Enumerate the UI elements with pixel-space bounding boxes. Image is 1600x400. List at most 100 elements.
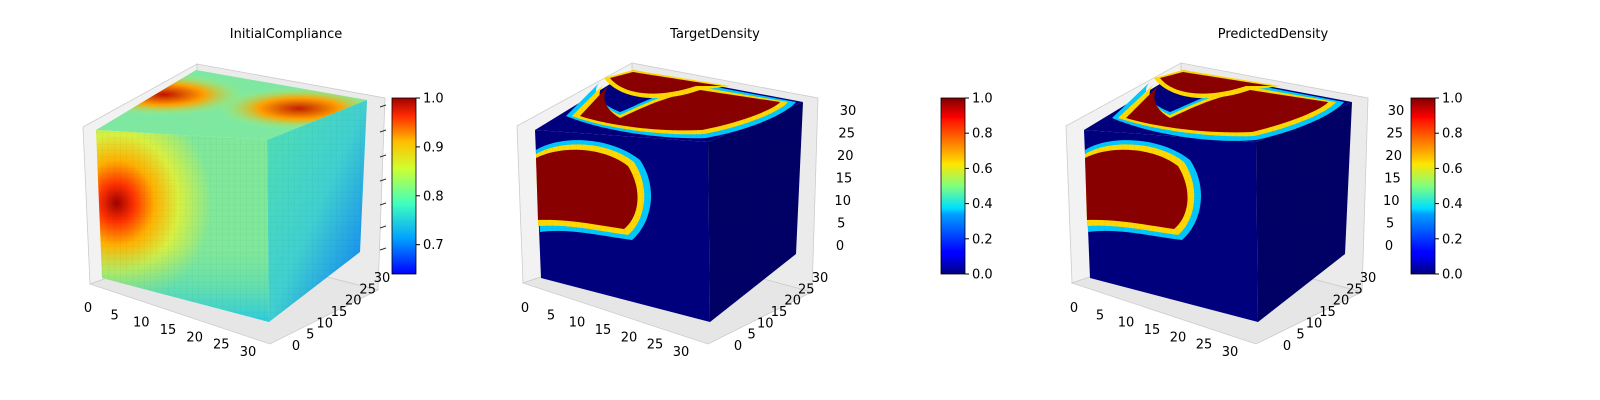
cube-grid-front (96, 130, 269, 322)
x-tick-label: 0 (84, 301, 92, 316)
y-tick-label: 0 (292, 339, 300, 354)
initial-compliance-panel: InitialCompliance 0 5 10 15 20 25 30 051015202… (82, 27, 444, 360)
colorbar-tick-label: 0.4 (1442, 197, 1463, 212)
cube-grid-side (1256, 102, 1352, 322)
x-tick-label: 0 (521, 301, 529, 316)
z-tick-label: 10 (834, 194, 851, 209)
colorbar-tick-label: 0.6 (972, 162, 993, 177)
colorbar-tick-label: 0.6 (1442, 162, 1463, 177)
x-tick-label: 10 (133, 316, 150, 331)
colorbar-tick-label: 1.0 (1442, 92, 1463, 107)
colorbar-tick-label: 0.7 (423, 238, 444, 253)
y-tick-label: 20 (784, 294, 801, 309)
colorbar-tick-label: 0.9 (423, 140, 444, 155)
y-tick-label: 10 (316, 316, 333, 331)
z-tick-label: 30 (1388, 104, 1405, 119)
colorbar-tick-label: 0.8 (423, 189, 444, 204)
y-tick-label: 25 (1346, 282, 1363, 297)
colorbar-tick-label: 1.0 (423, 92, 444, 107)
cube-top-blob-b (96, 70, 367, 140)
z-tick-label: 20 (1385, 149, 1402, 164)
x-tick-label: 20 (1170, 330, 1187, 345)
x-tick-labels: 0 5 10 15 20 25 30 (1070, 301, 1238, 360)
x-tick-label: 0 (1070, 301, 1078, 316)
x-tick-label: 30 (240, 345, 257, 360)
z-tick-label: 10 (1383, 194, 1400, 209)
cube-grid-side (708, 102, 803, 322)
colorbar-gradient (1410, 97, 1436, 275)
y-tick-label: 0 (734, 339, 742, 354)
x-tick-label: 30 (673, 345, 690, 360)
y-tick-label: 5 (748, 328, 756, 343)
target-density-panel: TargetDensity 0 5 10 15 20 25 30 051015202530 … (516, 27, 993, 360)
x-tick-label: 25 (1196, 338, 1213, 353)
z-tick-label: 5 (1386, 217, 1394, 232)
colorbar-gradient (391, 97, 417, 275)
y-tick-label: 15 (1319, 305, 1336, 320)
colorbar-tick-label: 0.2 (972, 232, 993, 247)
colorbar-tick-label: 1.0 (972, 92, 993, 107)
cube-grid-top (535, 70, 803, 142)
y-tick-label: 25 (798, 282, 815, 297)
x-tick-label: 20 (621, 330, 638, 345)
x-tick-label: 5 (111, 308, 119, 323)
x-tick-label: 5 (1096, 308, 1104, 323)
x-tick-label: 30 (1222, 345, 1239, 360)
colorbar-tick-label: 0.4 (972, 197, 993, 212)
x-tick-label: 20 (186, 330, 203, 345)
y-tick-label: 10 (1306, 316, 1323, 331)
colorbar-tick-label: 0.0 (972, 268, 993, 283)
y-tick-label: 30 (812, 271, 829, 286)
colorbar: 0.0 0.2 0.4 0.6 0.8 1.0 (940, 92, 993, 283)
x-tick-label: 25 (647, 338, 664, 353)
z-tick-label: 25 (1387, 127, 1404, 142)
y-tick-label: 30 (374, 271, 391, 286)
cube-grid-top (1084, 70, 1352, 142)
y-tick-label: 5 (1296, 328, 1304, 343)
colorbar-gradient (940, 97, 966, 275)
y-tick-label: 30 (1360, 271, 1377, 286)
chart-title: InitialCompliance (230, 27, 343, 42)
cube-grid-front (535, 130, 710, 322)
x-tick-label: 5 (547, 308, 555, 323)
z-tick-label: 20 (837, 149, 854, 164)
chart-title: PredictedDensity (1218, 27, 1329, 42)
y-tick-label: 20 (1333, 294, 1350, 309)
voxel-cube (535, 70, 803, 322)
x-tick-labels: 0 5 10 15 20 25 30 (84, 301, 256, 360)
z-tick-label: 15 (1384, 172, 1401, 187)
z-tick-label: 0 (836, 239, 844, 254)
voxel-cube (1084, 70, 1352, 322)
y-tick-label: 0 (1283, 339, 1291, 354)
y-tick-label: 15 (771, 305, 788, 320)
z-tick-label: 30 (840, 104, 857, 119)
chart-title: TargetDensity (669, 27, 760, 42)
z-tick-label: 0 (1385, 239, 1393, 254)
colorbar: 0.7 0.8 0.9 1.0 (391, 92, 444, 275)
colorbar-tick-label: 0.8 (972, 127, 993, 142)
x-tick-label: 10 (569, 316, 586, 331)
z-tick-label: 25 (838, 127, 855, 142)
z-tick-label: 5 (837, 217, 845, 232)
y-tick-label: 10 (757, 316, 774, 331)
x-tick-label: 15 (1144, 323, 1161, 338)
colorbar-tick-label: 0.8 (1442, 127, 1463, 142)
z-tick-marks (379, 104, 387, 251)
colorbar-tick-label: 0.0 (1442, 268, 1463, 283)
colorbar-tick-label: 0.2 (1442, 232, 1463, 247)
z-tick-labels: 0 5 10 15 20 25 30 (834, 104, 856, 254)
y-tick-label: 15 (331, 305, 348, 320)
x-tick-labels: 0 5 10 15 20 25 30 (521, 301, 689, 360)
y-tick-label: 5 (306, 328, 314, 343)
predicted-density-panel: PredictedDensity 0 5 10 15 20 25 30 0510152025… (1065, 27, 1463, 360)
y-tick-label: 20 (345, 294, 362, 309)
x-tick-label: 10 (1118, 316, 1135, 331)
cube-grid-front (1084, 130, 1258, 322)
z-tick-label: 15 (836, 172, 853, 187)
x-tick-label: 25 (213, 338, 230, 353)
colorbar: 0.0 0.2 0.4 0.6 0.8 1.0 (1410, 92, 1463, 283)
